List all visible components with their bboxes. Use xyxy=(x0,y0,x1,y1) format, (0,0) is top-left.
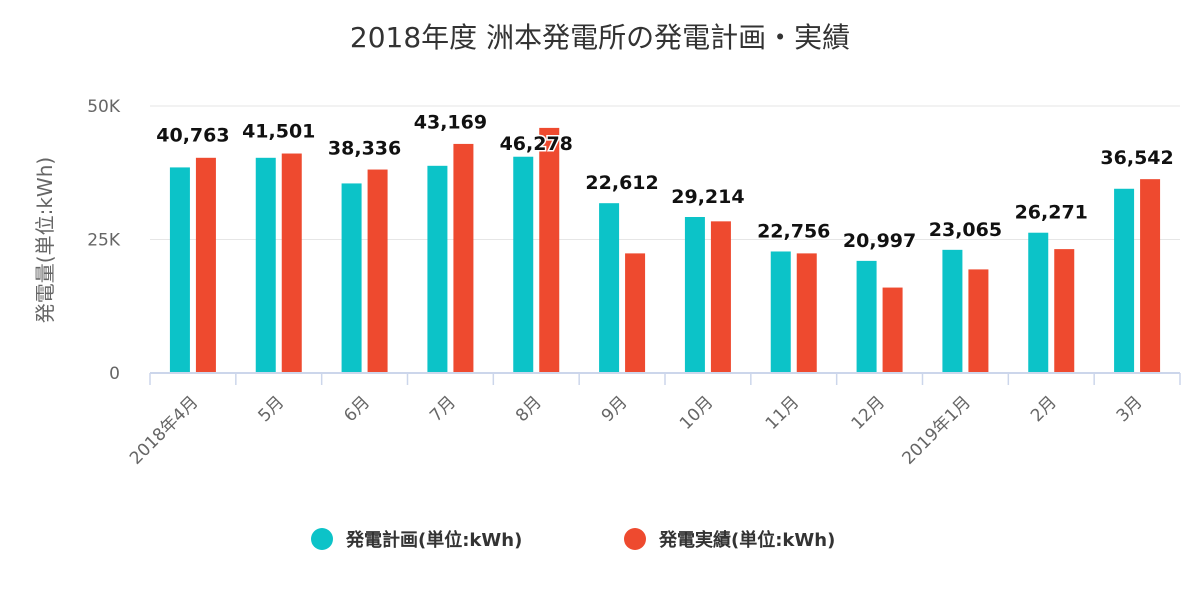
legend-item[interactable]: 発電計画(単位:kWh) xyxy=(311,528,522,551)
data-label: 41,501 xyxy=(242,120,315,142)
bar-actual[interactable] xyxy=(882,287,903,373)
bar-actual[interactable] xyxy=(453,143,474,373)
x-tick-label: 2月 xyxy=(1027,392,1061,426)
x-tick-label: 2018年4月 xyxy=(126,392,202,468)
data-label: 40,763 xyxy=(156,124,229,146)
chart-title: 2018年度 洲本発電所の発電計画・実績 xyxy=(350,21,850,54)
bar-actual[interactable] xyxy=(968,269,989,373)
x-tick-label: 12月 xyxy=(848,392,889,433)
x-tick-label: 11月 xyxy=(762,392,803,433)
bar-plan[interactable] xyxy=(599,203,620,373)
x-tick-label: 2019年1月 xyxy=(899,392,975,468)
bar-actual[interactable] xyxy=(625,253,646,373)
bar-plan[interactable] xyxy=(427,165,448,373)
bar-actual[interactable] xyxy=(1054,249,1075,373)
grid: 0 25K 50K xyxy=(87,97,1180,384)
bar-actual[interactable] xyxy=(796,253,817,373)
data-label: 29,214 xyxy=(671,186,744,208)
bar-plan[interactable] xyxy=(942,249,963,373)
bar-actual[interactable] xyxy=(367,169,388,373)
bars xyxy=(169,127,1161,373)
x-tick-label: 9月 xyxy=(598,392,632,426)
data-label: 38,336 xyxy=(328,137,401,159)
bar-plan[interactable] xyxy=(255,157,276,373)
bar-actual[interactable] xyxy=(539,127,560,373)
data-label: 46,278 xyxy=(500,133,573,155)
x-tick-label: 7月 xyxy=(426,392,460,426)
y-axis-label: 発電量(単位:kWh) xyxy=(33,157,57,323)
x-tick-label: 8月 xyxy=(512,392,546,426)
bar-plan[interactable] xyxy=(856,260,877,373)
data-label: 22,756 xyxy=(757,220,830,242)
bar-plan[interactable] xyxy=(513,156,534,373)
x-tick-label: 5月 xyxy=(254,392,288,426)
legend[interactable]: 発電計画(単位:kWh) 発電実績(単位:kWh) xyxy=(311,528,835,551)
y-tick-label: 50K xyxy=(87,97,121,117)
x-tick-label: 6月 xyxy=(340,392,374,426)
legend-item[interactable]: 発電実績(単位:kWh) xyxy=(624,528,835,551)
bar-actual[interactable] xyxy=(281,153,302,373)
data-label: 26,271 xyxy=(1015,202,1088,224)
y-tick-label: 0 xyxy=(109,364,120,384)
bar-plan[interactable] xyxy=(1028,232,1049,373)
x-tick-label: 3月 xyxy=(1113,392,1147,426)
data-label: 43,169 xyxy=(414,111,487,133)
legend-swatch xyxy=(311,528,333,550)
bar-plan[interactable] xyxy=(341,183,362,373)
legend-swatch xyxy=(624,528,646,550)
x-axis: 2018年4月 5月 6月 7月 8月 9月 10月 11月 12月 2019年1月 2月 3月 xyxy=(126,372,1181,469)
data-label: 20,997 xyxy=(843,230,916,252)
legend-label: 発電実績(単位:kWh) xyxy=(658,529,835,551)
bar-plan[interactable] xyxy=(169,167,190,373)
bar-plan[interactable] xyxy=(1114,188,1135,373)
data-label: 36,542 xyxy=(1100,147,1173,169)
data-labels: 40,763 41,501 38,336 43,169 46,278 22,612 29,2… xyxy=(155,110,1175,253)
bar-actual[interactable] xyxy=(1140,179,1161,373)
x-tick-label: 10月 xyxy=(676,392,717,433)
bar-actual[interactable] xyxy=(195,157,216,373)
bar-plan[interactable] xyxy=(770,251,791,373)
data-label: 22,612 xyxy=(585,172,658,194)
y-tick-label: 25K xyxy=(87,231,121,251)
bar-plan[interactable] xyxy=(684,216,705,373)
legend-label: 発電計画(単位:kWh) xyxy=(345,529,522,551)
data-label: 23,065 xyxy=(929,219,1002,241)
bar-actual[interactable] xyxy=(710,221,731,373)
